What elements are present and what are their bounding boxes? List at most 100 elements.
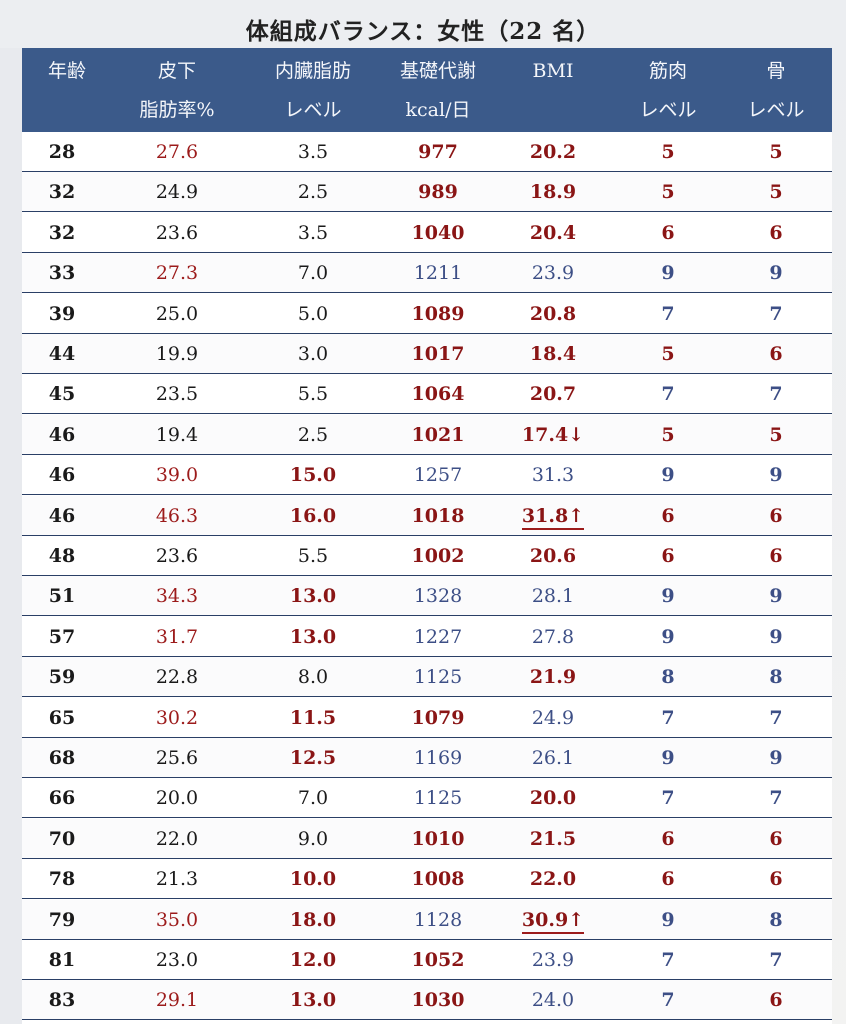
- bmr-cell-value: 1128: [413, 908, 463, 931]
- visceral-cell: 5.5: [258, 374, 368, 414]
- header-fat-line2: 脂肪率%: [139, 99, 215, 121]
- bone-cell-value: 9: [769, 585, 783, 608]
- muscle-cell-value: 7: [661, 949, 675, 971]
- bone-cell: 8: [726, 900, 826, 940]
- muscle-cell: 7: [618, 940, 718, 980]
- bone-cell-value: 9: [769, 464, 783, 487]
- muscle-cell-value: 6: [661, 545, 675, 567]
- bone-cell-value: 6: [769, 504, 783, 527]
- muscle-cell-value: 5: [661, 343, 675, 365]
- fat-cell-value: 30.2: [155, 706, 199, 729]
- header-muscle-line2: レベル: [639, 99, 697, 121]
- fat-cell: 46.3: [122, 496, 232, 536]
- table-row: 79 35.0 18.0 1128 30.9↑ 9 8: [22, 899, 832, 940]
- bmr-cell-value: 1030: [411, 989, 465, 1012]
- visceral-cell-value: 5.5: [297, 545, 329, 567]
- fat-cell: 25.6: [122, 738, 232, 778]
- age-cell-value: 59: [48, 666, 76, 689]
- visceral-cell: 2.5: [258, 415, 368, 455]
- header-muscle-line1: 筋肉: [648, 60, 687, 82]
- visceral-cell-value: 18.0: [289, 908, 337, 931]
- bone-cell: 6: [726, 496, 826, 536]
- bone-cell-value: 7: [769, 706, 783, 729]
- visceral-cell-value: 16.0: [289, 504, 337, 527]
- bone-cell: 9: [726, 617, 826, 657]
- bone-cell: 9: [726, 576, 826, 616]
- age-cell-value: 45: [48, 383, 76, 406]
- table-row: 32 23.6 3.5 1040 20.4 6 6: [22, 213, 832, 253]
- age-cell-value: 32: [48, 221, 76, 244]
- bmi-cell-value: 31.3: [531, 464, 575, 487]
- muscle-cell: 9: [618, 738, 718, 778]
- fat-cell-value: 46.3: [155, 504, 199, 527]
- visceral-cell: 13.0: [258, 980, 368, 1020]
- bmr-cell-value: 1010: [411, 827, 465, 850]
- bone-cell: 6: [726, 334, 826, 374]
- age-cell-value: 68: [48, 747, 76, 769]
- header-bone-line1: 骨: [766, 60, 786, 82]
- muscle-cell: 5: [618, 415, 718, 455]
- bmr-cell-value: 1328: [413, 585, 463, 608]
- muscle-cell-value: 7: [661, 383, 675, 406]
- bmr-cell-value: 1002: [411, 545, 465, 567]
- bone-cell: 7: [726, 294, 826, 334]
- table-row: 68 25.6 12.5 1169 26.1 9 9: [22, 738, 832, 778]
- fat-cell-value: 23.5: [155, 383, 199, 406]
- muscle-cell-value: 9: [661, 464, 675, 487]
- fat-cell: 29.1: [122, 980, 232, 1020]
- fat-cell-value: 23.6: [155, 221, 199, 244]
- age-cell-value: 46: [48, 423, 76, 446]
- page-title: 体組成バランス：女性（22 名）: [245, 18, 601, 45]
- age-cell-value: 83: [48, 989, 76, 1012]
- visceral-cell-value: 13.0: [289, 585, 337, 608]
- bone-cell: 5: [726, 415, 826, 455]
- muscle-cell: 9: [618, 617, 718, 657]
- header-bmr-line2: kcal/日: [405, 99, 471, 121]
- visceral-cell-value: 7.0: [297, 787, 329, 810]
- age-cell-value: 70: [48, 827, 76, 850]
- visceral-cell-value: 3.5: [297, 141, 329, 163]
- bone-cell: 6: [726, 536, 826, 576]
- bmr-cell-value: 1125: [413, 787, 463, 810]
- muscle-cell: 5: [618, 132, 718, 172]
- age-cell: 70: [32, 819, 92, 859]
- table-row: 39 25.0 5.0 1089 20.8 7 7: [22, 294, 832, 334]
- bone-cell-value: 6: [769, 343, 783, 365]
- visceral-cell-value: 13.0: [289, 989, 337, 1012]
- age-cell-value: 33: [48, 262, 76, 285]
- bmi-cell: 24.9: [498, 698, 608, 738]
- bmr-cell: 1040: [378, 213, 498, 253]
- table-row: 46 19.4 2.5 1021 17.4↓ 5 5: [22, 414, 832, 455]
- header-age: 年齢: [22, 48, 112, 132]
- bmr-cell: 1017: [378, 334, 498, 374]
- header-bmi-line1: BMI: [532, 60, 574, 82]
- table-row: 65 30.2 11.5 1079 24.9 7 7: [22, 698, 832, 738]
- bone-cell-value: 8: [769, 908, 783, 931]
- table-row: 45 23.5 5.5 1064 20.7 7 7: [22, 374, 832, 415]
- muscle-cell: 6: [618, 496, 718, 536]
- bmi-cell-value: 23.9: [531, 949, 575, 971]
- age-cell-value: 32: [48, 181, 76, 204]
- fat-cell: 20.0: [122, 778, 232, 818]
- age-cell: 45: [32, 374, 92, 414]
- bone-cell: 7: [726, 374, 826, 414]
- bmi-cell: 18.4: [498, 334, 608, 374]
- visceral-cell-value: 15.0: [289, 464, 337, 487]
- muscle-cell: 7: [618, 778, 718, 818]
- muscle-cell-value: 5: [661, 423, 675, 446]
- visceral-cell: 3.0: [258, 334, 368, 374]
- bmr-cell-value: 1211: [413, 262, 463, 285]
- visceral-cell-value: 9.0: [297, 827, 329, 850]
- age-cell: 48: [32, 536, 92, 576]
- bone-cell: 6: [726, 819, 826, 859]
- bmr-cell-value: 989: [418, 181, 458, 204]
- bmi-cell: 20.0: [498, 778, 608, 818]
- visceral-cell: 18.0: [258, 900, 368, 940]
- visceral-cell-value: 5.0: [297, 302, 329, 325]
- header-muscle: 筋肉 レベル: [618, 48, 718, 132]
- visceral-cell: 13.0: [258, 617, 368, 657]
- age-cell-value: 48: [48, 545, 76, 567]
- table-row: 44 19.9 3.0 1017 18.4 5 6: [22, 334, 832, 374]
- bmi-cell: 20.7: [498, 374, 608, 414]
